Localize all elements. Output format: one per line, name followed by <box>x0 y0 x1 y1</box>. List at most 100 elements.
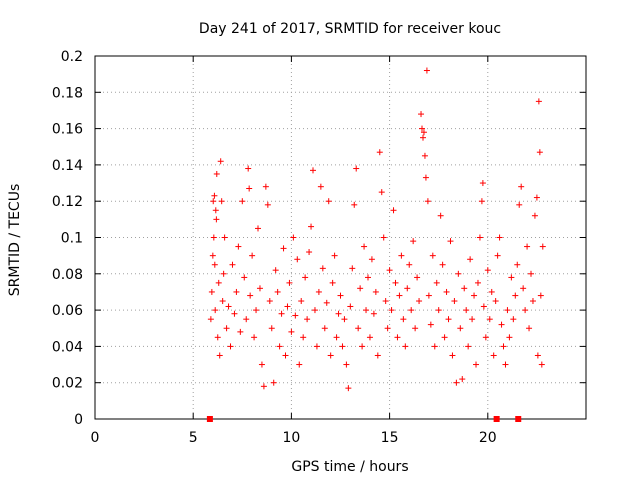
data-point <box>500 343 507 350</box>
data-point <box>469 316 476 323</box>
data-point <box>435 307 442 314</box>
data-point <box>471 292 478 299</box>
data-point <box>437 212 444 219</box>
y-tick-label: 0.14 <box>52 158 83 174</box>
y-tick-label: 0.16 <box>52 122 83 138</box>
data-point <box>216 352 223 359</box>
data-point <box>294 256 301 263</box>
x-tick-label: 15 <box>381 430 399 446</box>
data-point <box>453 379 460 386</box>
y-tick-label: 0.08 <box>52 267 83 283</box>
x-tick-label: 5 <box>189 430 198 446</box>
data-point <box>528 270 535 277</box>
plot-frame <box>94 55 587 420</box>
data-point <box>400 316 407 323</box>
data-point <box>211 261 218 268</box>
data-points <box>206 67 546 422</box>
data-point <box>233 288 240 295</box>
data-point <box>537 292 544 299</box>
data-point <box>424 198 431 205</box>
data-point <box>406 261 413 268</box>
data-point <box>366 334 373 341</box>
data-point <box>374 352 381 359</box>
data-point <box>384 325 391 332</box>
data-point <box>480 303 487 310</box>
data-point <box>335 310 342 317</box>
chart-title: Day 241 of 2017, SRMTID for receiver kou… <box>199 21 501 37</box>
data-point <box>329 279 336 286</box>
data-point <box>249 252 256 259</box>
data-point <box>247 292 254 299</box>
data-point <box>327 352 334 359</box>
data-point <box>459 376 466 383</box>
data-point <box>410 238 417 245</box>
data-point <box>351 201 358 208</box>
data-point <box>292 312 299 319</box>
data-point <box>488 288 495 295</box>
x-tick-label: 20 <box>479 430 497 446</box>
data-point <box>486 316 493 323</box>
data-point <box>467 256 474 263</box>
data-point <box>310 167 317 174</box>
data-point <box>536 149 543 156</box>
data-point <box>325 198 332 205</box>
data-point <box>339 343 346 350</box>
data-point <box>484 267 491 274</box>
data-point <box>433 279 440 286</box>
data-point <box>408 307 415 314</box>
x-axis-label: GPS time / hours <box>291 459 408 475</box>
data-point <box>208 288 215 295</box>
data-point <box>447 238 454 245</box>
data-point <box>378 189 385 196</box>
data-point <box>502 361 509 368</box>
data-point <box>478 198 485 205</box>
data-point <box>217 158 224 165</box>
data-point <box>490 352 497 359</box>
data-point <box>231 310 238 317</box>
data-point <box>412 325 419 332</box>
data-point <box>474 279 481 286</box>
data-point <box>431 343 438 350</box>
data-point <box>357 285 364 292</box>
data-point <box>526 325 533 332</box>
data-point <box>213 216 220 223</box>
data-point <box>539 243 546 250</box>
data-point <box>214 334 221 341</box>
data-point <box>256 285 263 292</box>
data-point <box>276 343 283 350</box>
data-point <box>370 310 377 317</box>
y-tick-label: 0 <box>74 412 83 428</box>
data-point <box>494 252 501 259</box>
data-point <box>498 321 505 328</box>
data-point <box>427 321 434 328</box>
data-point <box>210 198 217 205</box>
data-point <box>510 316 517 323</box>
data-point <box>506 334 513 341</box>
data-point <box>522 307 529 314</box>
data-point <box>455 270 462 277</box>
data-point <box>386 267 393 274</box>
data-point <box>298 298 305 305</box>
data-point <box>392 279 399 286</box>
data-point <box>349 265 356 272</box>
data-point <box>396 292 403 299</box>
data-point <box>359 343 366 350</box>
data-point <box>227 343 234 350</box>
data-point <box>229 261 236 268</box>
data-point <box>315 288 322 295</box>
data-point <box>251 334 258 341</box>
data-point <box>534 352 541 359</box>
data-point <box>445 316 452 323</box>
gap-marker <box>206 416 213 422</box>
data-point <box>262 183 269 190</box>
data-point <box>282 352 289 359</box>
data-point <box>421 152 428 159</box>
data-point <box>290 234 297 241</box>
data-point <box>420 129 427 136</box>
data-point <box>368 256 375 263</box>
data-point <box>402 343 409 350</box>
data-point <box>296 361 303 368</box>
data-point <box>212 207 219 214</box>
data-point <box>215 279 222 286</box>
